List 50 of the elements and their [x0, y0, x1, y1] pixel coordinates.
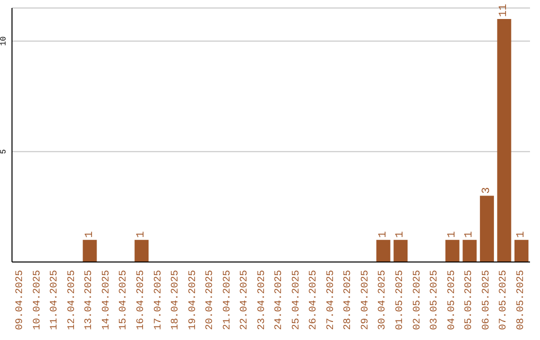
data-label: 1	[464, 230, 476, 238]
x-tick-label: 28.04.2025	[343, 270, 354, 330]
x-tick-label: 06.05.2025	[481, 270, 492, 330]
x-tick-label: 16.04.2025	[136, 270, 147, 330]
data-label: 1	[515, 230, 528, 238]
x-tick-label: 14.04.2025	[101, 270, 112, 330]
bar	[376, 240, 390, 262]
bar	[514, 240, 528, 262]
x-tick-label: 24.04.2025	[274, 270, 286, 330]
x-tick-label: 08.05.2025	[516, 270, 527, 330]
x-tick-label: 23.04.2025	[256, 270, 268, 330]
x-tick-label: 05.05.2025	[464, 270, 476, 330]
bar	[134, 240, 149, 262]
x-tick-label: 19.04.2025	[188, 270, 199, 330]
data-label: 11	[498, 3, 510, 18]
bar	[445, 240, 460, 262]
x-tick-label: 07.05.2025	[498, 270, 510, 330]
data-label: 1	[84, 230, 96, 238]
x-tick-label: 21.04.2025	[222, 270, 234, 330]
bar	[480, 196, 494, 262]
x-tick-label: 20.04.2025	[205, 270, 216, 330]
data-label: 1	[446, 230, 458, 238]
x-tick-label: 15.04.2025	[118, 270, 130, 330]
x-tick-label: 03.05.2025	[430, 270, 441, 330]
x-tick-label: 12.04.2025	[66, 270, 78, 330]
x-tick-label: 01.05.2025	[395, 270, 406, 330]
x-tick-label: 30.04.2025	[378, 270, 389, 330]
x-tick-label: 09.04.2025	[15, 270, 26, 330]
y-tick-label: 10	[0, 36, 8, 46]
x-tick-label: 29.04.2025	[360, 270, 372, 330]
data-label: 1	[377, 230, 390, 238]
x-tick-label: 10.04.2025	[32, 270, 44, 330]
x-tick-label: 02.05.2025	[412, 270, 424, 330]
data-label: 1	[394, 230, 407, 238]
bar	[462, 240, 477, 262]
x-tick-label: 18.04.2025	[170, 270, 182, 330]
y-tick-label: 5	[0, 148, 8, 154]
x-tick-label: 11.04.2025	[50, 270, 61, 330]
data-label: 3	[480, 187, 493, 194]
data-label: 1	[136, 230, 148, 238]
x-tick-label: 04.05.2025	[446, 270, 458, 330]
bar	[82, 240, 97, 262]
bar	[394, 240, 408, 262]
x-tick-label: 17.04.2025	[153, 270, 164, 330]
x-tick-label: 27.04.2025	[326, 270, 337, 330]
x-tick-label: 25.04.2025	[291, 270, 302, 330]
x-tick-label: 26.04.2025	[308, 270, 320, 330]
x-tick-label: 13.04.2025	[84, 270, 96, 330]
bar	[497, 19, 512, 262]
x-tick-label: 22.04.2025	[240, 270, 251, 330]
